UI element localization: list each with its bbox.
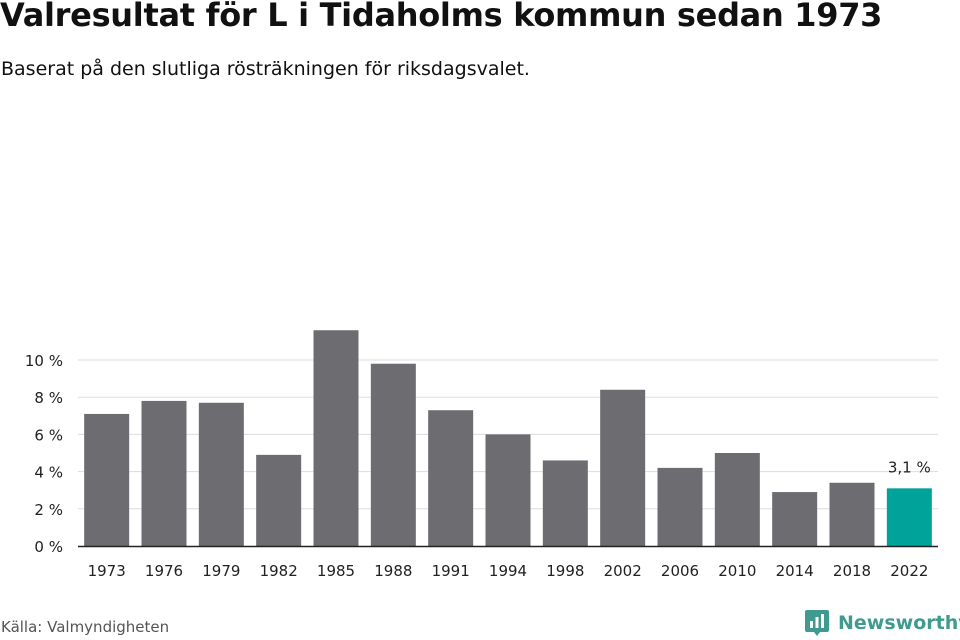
bar-2018	[829, 482, 875, 546]
y-tick-label: 4 %	[34, 464, 63, 482]
bar-2002	[600, 389, 646, 546]
x-axis-ticks: 1973 1976 1979 1982 1985 1988 1991 1994 1998 2002…	[88, 562, 929, 580]
y-tick-label: 6 %	[34, 426, 63, 444]
bar-2014	[772, 492, 818, 546]
brand: Newsworthy	[804, 608, 960, 638]
bar-2006	[657, 467, 703, 546]
x-tick-label: 1994	[489, 562, 527, 580]
y-tick-label: 0 %	[34, 538, 63, 556]
source-note: Källa: Valmyndigheten	[1, 618, 170, 636]
x-tick-label: 2014	[776, 562, 814, 580]
bar-chart: 0 % 2 % 4 % 6 % 8 % 10 % 1973 1976 1979 1982 1985…	[25, 330, 938, 580]
bar-1994	[485, 434, 531, 546]
y-tick-label: 10 %	[25, 352, 63, 370]
y-tick-label: 2 %	[34, 501, 63, 519]
x-tick-label: 1979	[202, 562, 240, 580]
bar-1973	[84, 413, 130, 546]
x-tick-label: 1998	[546, 562, 584, 580]
y-tick-label: 8 %	[34, 389, 63, 407]
brand-name: Newsworthy	[838, 612, 960, 634]
data-labels: 3,1 %	[888, 458, 931, 476]
chart-subtitle: Baserat på den slutliga rösträkningen fö…	[1, 58, 530, 80]
x-tick-label: 1976	[145, 562, 183, 580]
bar-1982	[256, 454, 302, 546]
x-tick-label: 1973	[88, 562, 126, 580]
bar-1998	[542, 460, 588, 546]
x-tick-label: 2002	[604, 562, 642, 580]
bar-1991	[428, 410, 474, 546]
x-tick-label: 2010	[718, 562, 756, 580]
x-tick-label: 2018	[833, 562, 871, 580]
x-tick-label: 1985	[317, 562, 355, 580]
bars	[84, 330, 932, 546]
bar-1979	[198, 402, 244, 546]
bar-2022	[886, 488, 932, 546]
bar-1988	[370, 363, 416, 546]
x-tick-label: 2022	[890, 562, 928, 580]
y-axis-ticks: 0 % 2 % 4 % 6 % 8 % 10 %	[25, 352, 63, 556]
bar-1976	[141, 400, 187, 546]
x-tick-label: 2006	[661, 562, 699, 580]
bar-1985	[313, 330, 359, 546]
chart-title: Valresultat för L i Tidaholms kommun sed…	[0, 0, 883, 34]
data-label: 3,1 %	[888, 458, 931, 476]
x-tick-label: 1988	[374, 562, 412, 580]
x-tick-label: 1982	[260, 562, 298, 580]
bar-2010	[714, 453, 760, 546]
newsworthy-logo-icon	[805, 610, 829, 636]
x-tick-label: 1991	[432, 562, 470, 580]
